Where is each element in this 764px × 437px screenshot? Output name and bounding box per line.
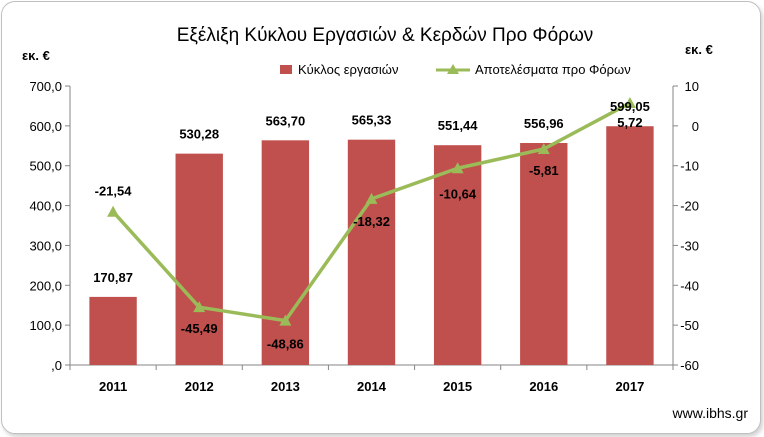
bars-series	[89, 126, 654, 366]
line-point-2015	[451, 162, 464, 174]
left-tick-label: 600,0	[29, 119, 62, 134]
right-tick-label: -60	[680, 358, 699, 373]
bar-value-label: 599,05	[610, 99, 650, 114]
bar-value-label: 530,28	[179, 127, 219, 142]
line-value-label: 5,72	[617, 115, 642, 130]
bar-value-label: 170,87	[93, 270, 133, 285]
legend-label-bar: Κύκλος εργασιών	[298, 62, 398, 77]
bar-value-label: 565,33	[352, 113, 392, 128]
line-value-label: -48,86	[267, 337, 304, 352]
right-tick-label: 10	[685, 79, 699, 94]
source-label: www.ibhs.gr	[672, 405, 749, 421]
bar-value-label: 563,70	[265, 113, 305, 128]
legend-label-line: Αποτελέσματα προ Φόρων	[475, 62, 631, 77]
right-tick-label: -30	[680, 238, 699, 253]
line-series	[107, 97, 636, 326]
x-tick-label: 2017	[615, 379, 644, 394]
right-tick-label: -50	[680, 318, 699, 333]
line-point-2012	[193, 301, 206, 313]
bar-2011	[89, 296, 137, 365]
bar-2016	[520, 143, 568, 365]
left-tick-label: 200,0	[29, 278, 62, 293]
bar-2017	[606, 126, 654, 366]
line-value-label: -21,54	[95, 184, 133, 199]
left-axis-unit: εκ. €	[22, 48, 50, 63]
right-axis-unit: εκ. €	[685, 42, 713, 57]
x-tick-label: 2016	[529, 379, 558, 394]
left-tick-label: 400,0	[29, 199, 62, 214]
line-value-label: -10,64	[439, 186, 477, 201]
axes: ,0 100,0 200,0 300,0 400,0 500,0 600,0 700,0 -60…	[29, 79, 699, 394]
line-value-label: -18,32	[353, 214, 390, 229]
right-tick-label: -20	[680, 199, 699, 214]
line-point-2016	[537, 143, 550, 155]
x-tick-label: 2015	[443, 379, 472, 394]
legend: Κύκλος εργασιών Αποτελέσματα προ Φόρων	[280, 62, 631, 77]
data-labels: 170,87 530,28 563,70 565,33 551,44 556,96 599,…	[93, 99, 650, 351]
line-point-2014	[365, 192, 378, 204]
x-tick-label: 2011	[99, 379, 127, 394]
bar-2015	[433, 145, 482, 365]
x-tick-label: 2013	[271, 379, 300, 394]
chart-title: Εξέλιξη Κύκλου Εργασιών & Κερδών Προ Φόρ…	[177, 25, 594, 46]
right-tick-label: -10	[680, 159, 699, 174]
right-tick-label: 0	[692, 119, 699, 134]
bar-2012	[175, 153, 223, 365]
line-value-label: -5,81	[529, 163, 559, 178]
line-point-2017	[623, 97, 636, 109]
bar-value-label: 551,44	[438, 118, 479, 133]
left-tick-label: 700,0	[29, 79, 62, 94]
left-tick-label: 300,0	[29, 238, 62, 253]
left-tick-label: ,0	[51, 358, 62, 373]
line-value-label: -45,49	[181, 321, 218, 336]
right-tick-label: -40	[680, 278, 699, 293]
legend-swatch-marker	[447, 64, 459, 74]
left-tick-label: 500,0	[29, 159, 62, 174]
bar-2013	[261, 140, 310, 365]
line-point-2013	[279, 314, 292, 326]
x-tick-label: 2012	[185, 379, 214, 394]
bar-value-label: 556,96	[524, 116, 564, 131]
line-point-2011	[107, 205, 120, 217]
bar-2014	[347, 139, 396, 365]
x-tick-label: 2014	[357, 379, 387, 394]
legend-swatch-bar	[280, 65, 292, 74]
left-tick-label: 100,0	[29, 318, 62, 333]
